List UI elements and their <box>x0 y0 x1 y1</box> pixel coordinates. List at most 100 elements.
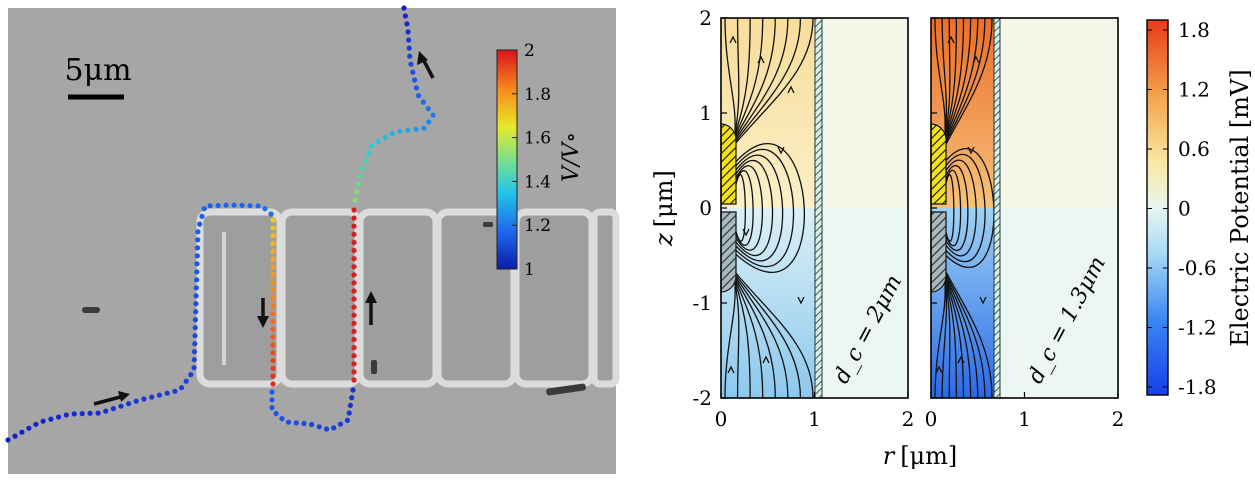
sem-micrograph: 5μm 2 1.8 1.6 1.4 1.2 1 V/V∘ <box>5 5 620 474</box>
path-dot <box>351 223 357 229</box>
path-dot <box>193 301 199 307</box>
path-dot <box>331 425 337 431</box>
path-dot <box>164 390 170 396</box>
path-dot <box>270 217 276 223</box>
path-dot <box>192 325 198 331</box>
path-dot <box>273 410 279 417</box>
path-dot <box>412 77 418 83</box>
field-line <box>944 271 986 398</box>
wall-right <box>993 17 1001 399</box>
field-line <box>944 18 993 147</box>
field-line <box>944 281 951 398</box>
path-dot <box>270 381 276 387</box>
path-dot <box>156 392 162 398</box>
path-dot <box>351 336 357 343</box>
simulation-figure: d_c = 2μm d_c = 1.3μm 210-1-20 1 2 0 1 2 z[μm… <box>650 6 1254 470</box>
path-dot <box>346 410 352 416</box>
field-line <box>734 18 776 139</box>
y-tick-label: 1 <box>699 101 712 125</box>
field-line <box>734 277 776 398</box>
path-dot <box>351 328 357 334</box>
field-line <box>945 153 986 263</box>
path-dot <box>413 85 419 91</box>
path-dot <box>351 264 357 270</box>
path-dot <box>270 279 276 286</box>
path-dot <box>110 406 116 412</box>
potential-colorbar-tick-label: -1.8 <box>1178 375 1217 399</box>
arrow-right-icon <box>93 391 130 406</box>
droplet-path <box>5 5 436 443</box>
path-dot <box>239 202 245 208</box>
path-dot <box>351 288 357 294</box>
field-arrow-icon <box>797 296 805 305</box>
path-dot <box>87 410 93 416</box>
electrode-positive-left <box>720 123 737 205</box>
path-dot <box>172 388 178 394</box>
path-dot <box>19 429 25 435</box>
path-dot <box>352 197 358 203</box>
field-line <box>945 174 955 242</box>
x-tick-label: 1 <box>1018 407 1031 431</box>
field-arrow-icon <box>947 35 955 44</box>
path-dot <box>40 418 46 424</box>
field-arrow-icon <box>727 365 735 374</box>
path-dot <box>5 437 11 443</box>
field-line <box>944 18 986 145</box>
field-arrow-icon <box>787 85 795 94</box>
path-dot <box>63 412 69 418</box>
arrow-up-left-icon <box>417 51 435 79</box>
path-dot <box>357 173 364 179</box>
path-dot <box>194 277 200 283</box>
field-line <box>945 165 969 251</box>
path-dot <box>389 130 395 137</box>
path-dot <box>316 424 322 430</box>
path-dot <box>201 206 207 212</box>
path-dot <box>270 240 276 246</box>
field-line <box>724 285 736 398</box>
path-dot <box>126 401 132 407</box>
velocity-colorbar-tick-label: 1.8 <box>524 85 551 105</box>
path-dot <box>349 395 355 401</box>
field-line <box>724 18 736 131</box>
field-line <box>735 154 784 262</box>
path-dot <box>270 272 276 278</box>
field-line <box>944 18 965 139</box>
y-axis-label: z [μm] <box>650 170 678 247</box>
field-arrow-icon <box>757 55 765 64</box>
field-arrow-icon <box>972 55 980 64</box>
x-tick-label: 1 <box>808 407 821 431</box>
field-line <box>941 18 948 133</box>
potential-colorbar-tick-label: 0 <box>1178 197 1191 221</box>
field-line <box>734 18 740 133</box>
field-line <box>734 271 814 398</box>
field-line <box>735 148 795 268</box>
path-dot <box>351 320 357 326</box>
electrode-negative-left <box>720 211 737 293</box>
path-dot <box>344 417 350 423</box>
path-dot <box>270 233 276 239</box>
path-dot <box>270 295 276 301</box>
path-dot <box>193 309 199 315</box>
path-dot <box>231 202 237 208</box>
field-arrow-icon <box>762 355 770 364</box>
arrow-up-icon <box>365 291 377 325</box>
potential-colorbar <box>1146 19 1169 396</box>
path-dot <box>270 248 276 254</box>
path-dot <box>179 385 185 391</box>
path-dot <box>402 13 408 19</box>
field-line <box>734 18 751 135</box>
path-dot <box>401 5 407 11</box>
path-dot <box>270 342 276 348</box>
field-line <box>944 18 951 135</box>
field-line <box>734 18 764 137</box>
path-dot <box>195 237 201 243</box>
path-dot <box>279 416 285 422</box>
field-line <box>735 170 754 246</box>
path-dot <box>26 425 32 431</box>
path-dot <box>337 421 344 427</box>
path-dot <box>369 143 375 149</box>
field-line <box>934 18 946 131</box>
potential-colorbar-tick-label: 0.6 <box>1178 137 1210 161</box>
path-dot <box>270 225 276 231</box>
